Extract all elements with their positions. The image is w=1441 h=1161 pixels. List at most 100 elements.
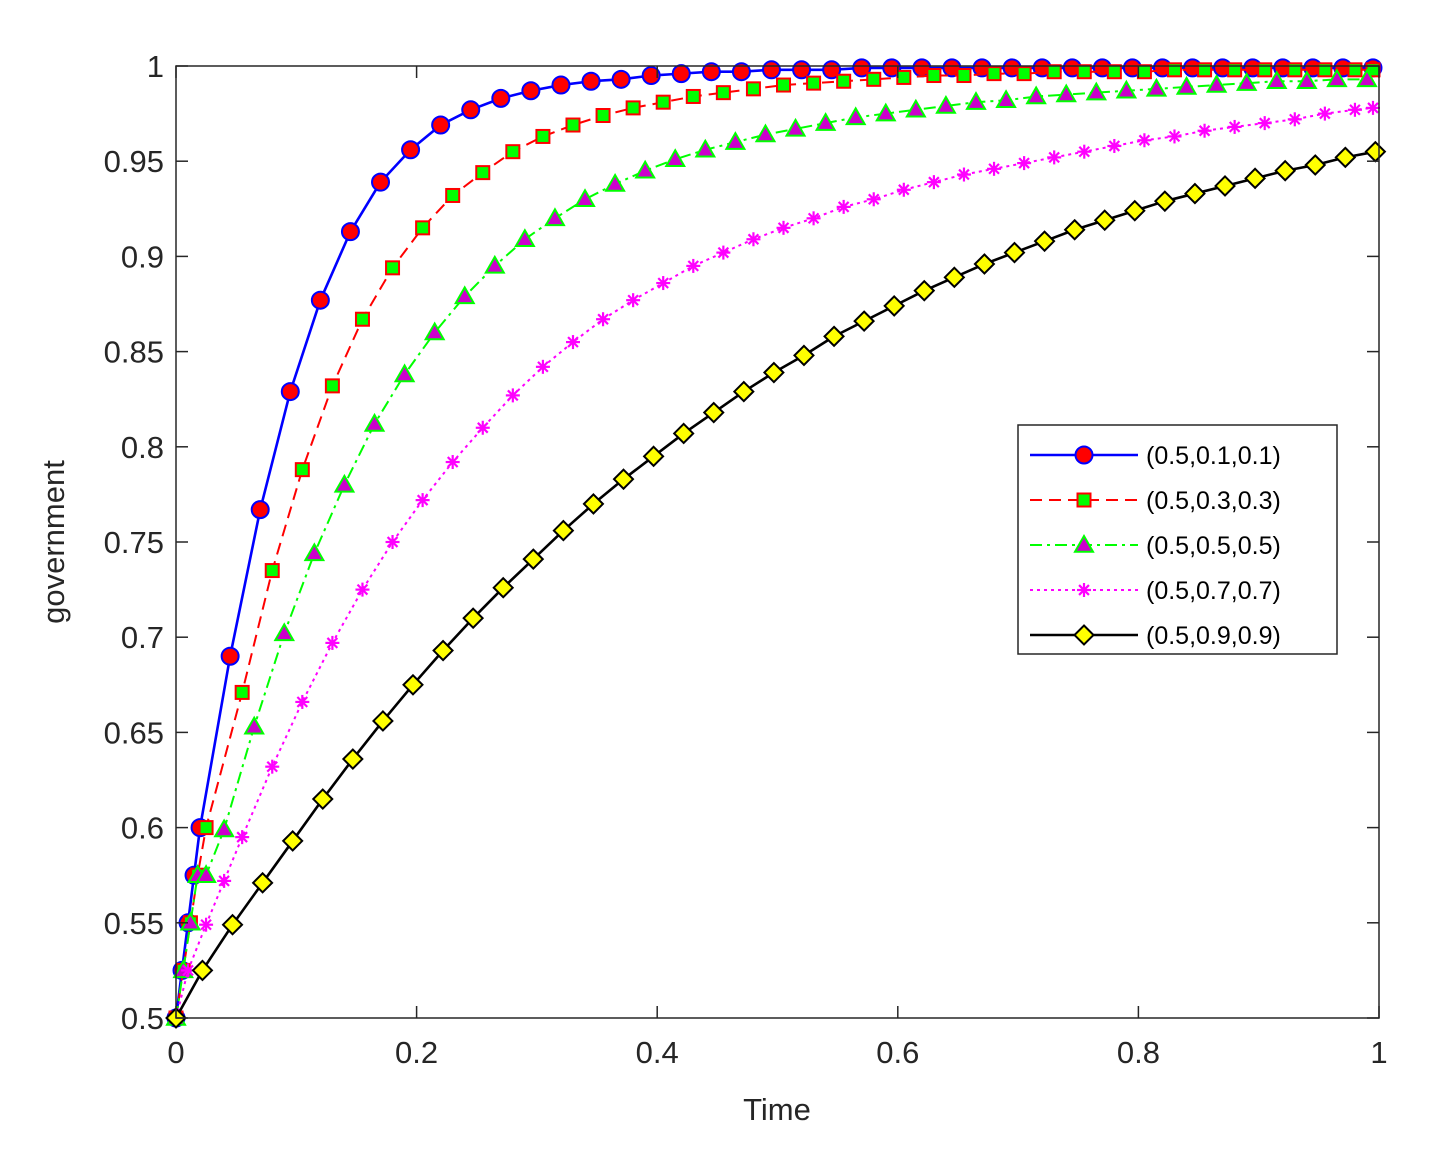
- marker-asterisk-stroke: [416, 494, 429, 506]
- y-tick-label: 0.85: [104, 335, 164, 370]
- y-tick-label: 0.7: [121, 620, 164, 655]
- marker-asterisk: [866, 192, 881, 207]
- marker-circle: [431, 115, 451, 135]
- marker-square: [324, 378, 340, 394]
- marker-triangle: [213, 818, 235, 838]
- marker-asterisk-stroke: [356, 583, 369, 596]
- marker-diamond: [552, 519, 575, 542]
- marker-square: [505, 144, 521, 160]
- marker-square: [595, 108, 611, 124]
- marker-diamond: [492, 576, 515, 599]
- legend-label: (0.5,0.1,0.1): [1146, 442, 1281, 470]
- marker-asterisk: [987, 161, 1002, 176]
- marker-asterisk: [776, 220, 791, 235]
- marker-triangle: [724, 131, 747, 150]
- legend-label: (0.5,0.5,0.5): [1146, 532, 1281, 560]
- legend-item: (0.5,0.5,0.5): [1030, 532, 1281, 560]
- marker-diamond: [1184, 182, 1206, 205]
- marker-triangle: [574, 188, 596, 208]
- marker-circle: [220, 646, 240, 666]
- marker-asterisk: [505, 388, 520, 403]
- marker-square: [1136, 64, 1152, 80]
- marker-asterisk-stroke: [507, 389, 519, 402]
- legend: (0.5,0.1,0.1) (0.5,0.3,0.3) (0.5,0.5,0.5) (…: [1017, 424, 1338, 655]
- marker-triangle: [634, 159, 656, 179]
- ticks-layer: 0 0.2 0.4 0.6 0.8 1 0.5 0.55 0.6 0.65 0.7 0.75 0.8 0.…: [104, 49, 1388, 1070]
- marker-asterisk: [956, 167, 971, 182]
- marker-triangle: [814, 112, 837, 131]
- marker-triangle: [844, 106, 867, 126]
- marker-asterisk-stroke: [1228, 121, 1241, 133]
- marker-diamond: [883, 294, 906, 317]
- marker-triangle: [1266, 70, 1288, 89]
- series-layer: [165, 58, 1387, 1029]
- marker-triangle: [273, 622, 295, 642]
- legend-box: [1017, 424, 1338, 655]
- y-tick-label: 0.65: [104, 715, 164, 750]
- marker-asterisk-stroke: [1367, 102, 1379, 114]
- marker-circle: [551, 75, 571, 95]
- y-tick-label: 1: [147, 49, 164, 84]
- marker-triangle: [1055, 83, 1077, 103]
- marker-triangle: [754, 123, 777, 143]
- marker-asterisk: [415, 493, 430, 508]
- marker-asterisk: [1317, 106, 1332, 121]
- marker-diamond: [1274, 159, 1297, 182]
- marker-triangle: [1205, 74, 1228, 93]
- marker-diamond: [732, 380, 755, 403]
- marker-asterisk-stroke: [1078, 584, 1090, 596]
- marker-asterisk-stroke: [537, 361, 549, 373]
- marker-triangle: [484, 254, 506, 274]
- marker-circle: [280, 382, 300, 402]
- marker-asterisk-stroke: [807, 212, 820, 225]
- marker-circle: [310, 290, 330, 310]
- marker-diamond: [311, 788, 334, 810]
- y-tick-label: 0.9: [121, 239, 164, 274]
- marker-circle: [581, 71, 601, 91]
- marker-asterisk: [1227, 119, 1242, 134]
- marker-triangle: [514, 228, 536, 248]
- marker-square: [866, 71, 882, 87]
- marker-triangle: [393, 363, 416, 383]
- marker-asterisk: [199, 917, 214, 932]
- legend-label: (0.5,0.9,0.9): [1146, 622, 1281, 650]
- marker-asterisk-stroke: [958, 168, 970, 181]
- marker-diamond: [1033, 230, 1056, 253]
- marker-diamond: [1063, 218, 1086, 241]
- marker-square: [535, 128, 551, 144]
- marker-diamond: [973, 253, 996, 275]
- marker-triangle: [995, 89, 1017, 109]
- marker-circle: [731, 62, 751, 82]
- marker-circle: [371, 172, 391, 192]
- marker-asterisk: [235, 830, 250, 845]
- marker-asterisk: [1017, 156, 1032, 171]
- marker-triangle: [935, 94, 957, 114]
- marker-asterisk: [565, 335, 580, 350]
- marker-square: [806, 75, 822, 91]
- marker-asterisk: [716, 245, 731, 260]
- marker-circle: [882, 58, 902, 78]
- marker-triangle: [363, 412, 386, 432]
- marker-square: [385, 260, 401, 276]
- marker-triangle: [544, 207, 566, 227]
- marker-square: [445, 187, 461, 203]
- marker-asterisk-stroke: [567, 336, 579, 348]
- marker-square: [836, 73, 852, 89]
- marker-asterisk: [596, 312, 611, 327]
- x-tick-label: 0: [167, 1035, 184, 1070]
- marker-asterisk: [686, 258, 701, 273]
- marker-asterisk-stroke: [928, 176, 940, 188]
- marker-circle: [250, 500, 270, 520]
- marker-asterisk: [1047, 150, 1062, 165]
- marker-diamond: [913, 279, 936, 302]
- marker-triangle: [604, 173, 626, 192]
- marker-diamond: [191, 959, 214, 982]
- marker-triangle: [333, 473, 356, 493]
- marker-diamond: [462, 607, 485, 630]
- y-axis-title: government: [36, 460, 71, 624]
- marker-triangle: [1073, 533, 1095, 553]
- marker-triangle: [664, 148, 686, 168]
- marker-diamond: [672, 422, 695, 445]
- marker-square: [234, 684, 250, 700]
- marker-diamond: [402, 673, 424, 696]
